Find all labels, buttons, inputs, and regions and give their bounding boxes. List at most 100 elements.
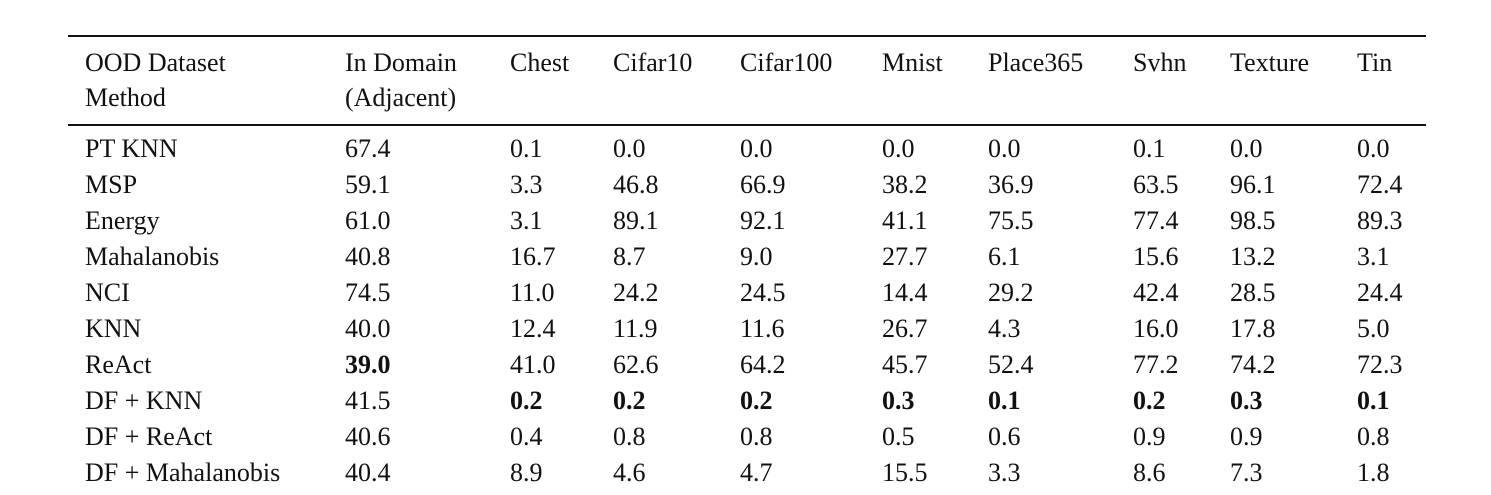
table-cell: 16.7 [510, 242, 556, 271]
table-cell: 0.1 [510, 134, 543, 163]
table-cell: 62.6 [613, 350, 659, 379]
table-cell: 6.1 [988, 242, 1021, 271]
table-cell: 96.1 [1230, 170, 1276, 199]
table-cell: 98.5 [1230, 206, 1276, 235]
header-cell: Place365 [988, 48, 1084, 77]
header-cell: Texture [1230, 48, 1310, 77]
table-cell: 0.2 [740, 386, 773, 415]
table-cell: 8.7 [613, 242, 646, 271]
table-cell: 4.7 [740, 458, 773, 487]
header-cell: Cifar100 [740, 48, 833, 77]
table-cell: 4.3 [988, 314, 1021, 343]
table-cell: 3.3 [510, 170, 543, 199]
table-cell: 3.1 [510, 206, 543, 235]
row-label: Energy [85, 206, 160, 235]
table-cell: 67.4 [345, 134, 391, 163]
table-cell: 0.2 [510, 386, 543, 415]
table-cell: 16.0 [1133, 314, 1179, 343]
table-cell: 28.5 [1230, 278, 1276, 307]
table-cell: 66.9 [740, 170, 786, 199]
table-cell: 61.0 [345, 206, 391, 235]
table-cell: 15.6 [1133, 242, 1179, 271]
table-cell: 0.0 [613, 134, 646, 163]
table-cell: 27.7 [882, 242, 928, 271]
table-cell: 39.0 [345, 350, 391, 379]
header-cell: Method [85, 83, 166, 112]
mid-rule [68, 124, 1426, 126]
table-cell: 72.3 [1357, 350, 1403, 379]
table-cell: 9.0 [740, 242, 773, 271]
table-cell: 0.9 [1133, 422, 1166, 451]
table-cell: 64.2 [740, 350, 786, 379]
header-cell: Tin [1357, 48, 1393, 77]
table-cell: 15.5 [882, 458, 928, 487]
row-label: DF + KNN [85, 386, 203, 415]
table-cell: 14.4 [882, 278, 928, 307]
table-cell: 38.2 [882, 170, 928, 199]
header-cell: Chest [510, 48, 570, 77]
table-cell: 8.9 [510, 458, 543, 487]
table-cell: 0.3 [1230, 386, 1263, 415]
header-cell: Cifar10 [613, 48, 693, 77]
table-cell: 0.8 [613, 422, 646, 451]
table-cell: 7.3 [1230, 458, 1263, 487]
table-cell: 59.1 [345, 170, 391, 199]
table-cell: 89.3 [1357, 206, 1403, 235]
table-cell: 0.1 [988, 386, 1021, 415]
table-cell: 4.6 [613, 458, 646, 487]
table-cell: 92.1 [740, 206, 786, 235]
table-cell: 0.0 [740, 134, 773, 163]
table-cell: 63.5 [1133, 170, 1179, 199]
table-cell: 13.2 [1230, 242, 1276, 271]
top-rule [68, 35, 1426, 37]
table-cell: 41.0 [510, 350, 556, 379]
table-cell: 42.4 [1133, 278, 1179, 307]
table-cell: 3.3 [988, 458, 1021, 487]
table-cell: 0.8 [740, 422, 773, 451]
row-label: ReAct [85, 350, 152, 379]
header-cell: (Adjacent) [345, 83, 457, 112]
table-cell: 0.5 [882, 422, 915, 451]
table-cell: 11.0 [510, 278, 555, 307]
table-cell: 11.9 [613, 314, 658, 343]
table-cell: 0.0 [1357, 134, 1390, 163]
table-cell: 0.4 [510, 422, 543, 451]
table-cell: 17.8 [1230, 314, 1276, 343]
table-cell: 36.9 [988, 170, 1034, 199]
table-cell: 12.4 [510, 314, 556, 343]
table-cell: 0.0 [988, 134, 1021, 163]
header-cell: Svhn [1133, 48, 1187, 77]
table-cell: 8.6 [1133, 458, 1166, 487]
table-cell: 0.1 [1357, 386, 1390, 415]
table-cell: 0.2 [1133, 386, 1166, 415]
table-cell: 3.1 [1357, 242, 1390, 271]
table-cell: 46.8 [613, 170, 659, 199]
row-label: MSP [85, 170, 138, 199]
row-label: Mahalanobis [85, 242, 220, 271]
table-cell: 52.4 [988, 350, 1034, 379]
table-cell: 45.7 [882, 350, 928, 379]
table-cell: 0.2 [613, 386, 646, 415]
table-cell: 29.2 [988, 278, 1034, 307]
table-cell: 1.8 [1357, 458, 1390, 487]
table-cell: 41.1 [882, 206, 928, 235]
table-cell: 77.2 [1133, 350, 1179, 379]
table-cell: 0.0 [1230, 134, 1263, 163]
header-cell: Mnist [882, 48, 943, 77]
table-cell: 74.5 [345, 278, 391, 307]
table-cell: 40.4 [345, 458, 391, 487]
row-label: DF + ReAct [85, 422, 213, 451]
table-cell: 40.8 [345, 242, 391, 271]
table-cell: 74.2 [1230, 350, 1276, 379]
table-cell: 0.0 [882, 134, 915, 163]
row-label: DF + Mahalanobis [85, 458, 281, 487]
table-cell: 0.9 [1230, 422, 1263, 451]
table-cell: 24.5 [740, 278, 786, 307]
row-label: NCI [85, 278, 130, 307]
header-cell: In Domain [345, 48, 457, 77]
table-cell: 11.6 [740, 314, 785, 343]
table-cell: 24.4 [1357, 278, 1403, 307]
table-cell: 0.8 [1357, 422, 1390, 451]
table-cell: 0.6 [988, 422, 1021, 451]
